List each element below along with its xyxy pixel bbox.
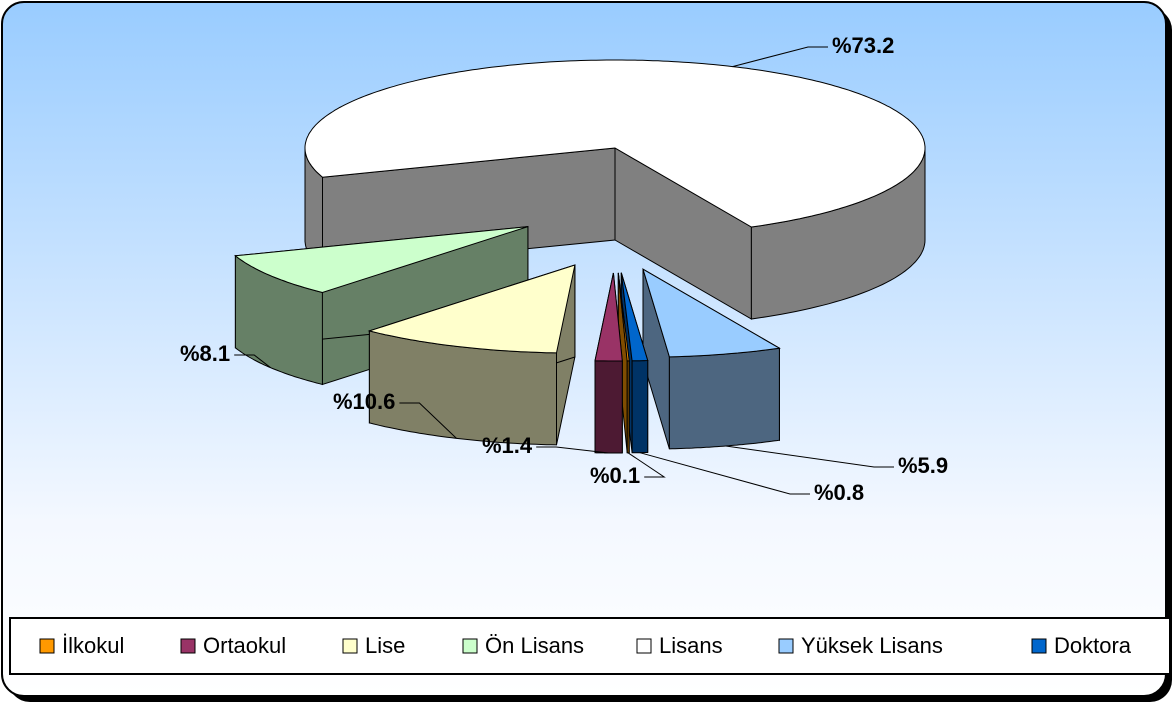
slice	[594, 272, 623, 362]
legend-swatch	[462, 638, 478, 654]
legend-label: Doktora	[1054, 633, 1132, 658]
slice	[234, 226, 529, 294]
leader-line	[639, 452, 810, 495]
legend-box	[9, 617, 1171, 675]
legend-swatch	[636, 638, 652, 654]
slice	[367, 264, 576, 354]
legend-swatch	[39, 638, 55, 654]
legend-label: Lise	[365, 633, 405, 658]
leader-line	[732, 46, 828, 68]
legend-label: Ön Lisans	[485, 633, 584, 658]
slice	[617, 272, 630, 362]
legend-label: Lisans	[659, 633, 723, 658]
data-label: %73.2	[832, 33, 894, 58]
slice-side	[594, 360, 623, 454]
leader-line	[536, 446, 609, 454]
data-label: %1.4	[482, 433, 533, 458]
legend-swatch	[778, 638, 794, 654]
data-label: %10.6	[333, 389, 395, 414]
data-label: %0.1	[590, 463, 640, 488]
slice-side	[668, 347, 780, 450]
data-label: %5.9	[898, 453, 948, 478]
legend-swatch	[342, 638, 358, 654]
legend-label: Yüksek Lisans	[801, 633, 943, 658]
slice-side	[631, 360, 649, 454]
leader-line	[627, 452, 666, 478]
data-label: %8.1	[180, 341, 230, 366]
legend-label: İlkokul	[62, 633, 124, 658]
legend-swatch	[1031, 638, 1047, 654]
slice	[620, 272, 649, 362]
labels: %0.1 %1.4 %10.6 %8.1 %73.2 %5.9 %0.8	[180, 33, 948, 505]
legend-swatch	[180, 638, 196, 654]
pie	[234, 59, 926, 454]
leader-line	[234, 354, 271, 369]
legend-label: Ortaokul	[203, 633, 286, 658]
legend: İlkokul Ortaokul Lise Ön Lisans Lisans Yüksek…	[39, 633, 1132, 658]
slice	[642, 268, 781, 358]
leader-line	[399, 402, 457, 439]
leader-line	[725, 445, 894, 468]
data-label: %0.8	[814, 480, 864, 505]
slice-side	[626, 360, 630, 454]
